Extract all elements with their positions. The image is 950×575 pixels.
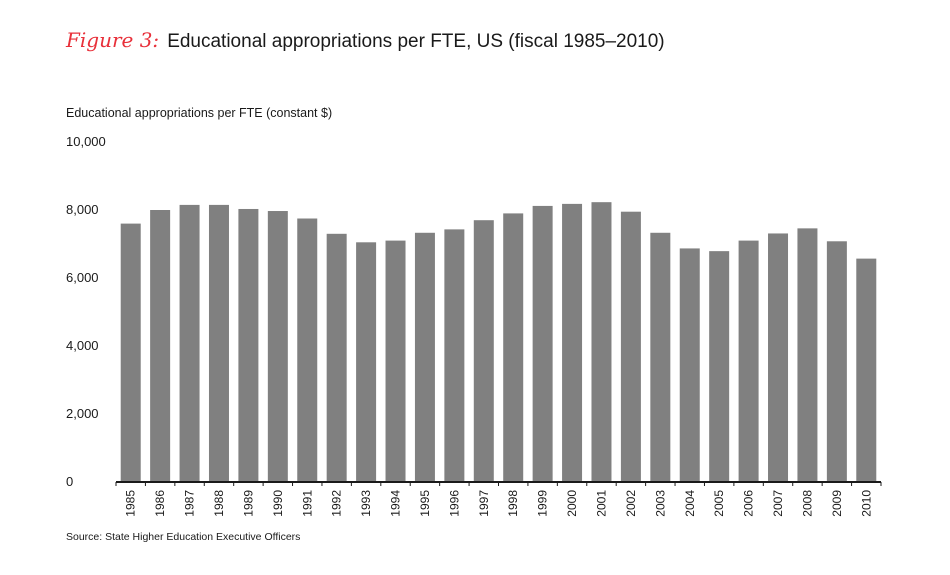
figure-heading: Figure 3: Educational appropriations per… [66,28,665,53]
x-tick-label: 2002 [624,490,638,517]
y-tick-label: 4,000 [66,338,99,353]
x-tick-label: 1997 [477,490,491,517]
x-tick-label: 1998 [506,490,520,517]
x-axis-labels: 1985 1986 1987 1988 1989 1990 1991 1992 1993 1994… [124,490,874,517]
y-axis-ticks: 0 2,000 4,000 6,000 8,000 10,000 [66,134,106,489]
bar-1998 [503,213,524,482]
x-tick-label: 1991 [300,490,314,517]
bar-1995 [414,232,435,482]
x-tick-label: 2001 [594,490,608,517]
bar-1991 [297,218,318,482]
bar-1987 [179,204,200,482]
bar-2000 [562,203,583,482]
x-tick-label: 2009 [830,490,844,517]
x-axis-tick-marks [115,482,882,486]
x-tick-label: 2003 [653,490,667,517]
x-tick-label: 1990 [271,490,285,517]
x-tick-label: 2010 [859,490,873,517]
x-tick-label: 2007 [771,490,785,517]
x-tick-label: 1989 [241,490,255,517]
x-tick-label: 1992 [330,490,344,517]
x-tick-label: 1985 [124,490,138,517]
bar-2001 [591,202,612,482]
bar-1989 [238,208,259,483]
x-tick-label: 2004 [683,490,697,517]
bar-2004 [679,248,700,482]
bar-2008 [797,228,818,482]
x-tick-label: 1987 [183,490,197,517]
x-tick-label: 1993 [359,490,373,517]
x-tick-label: 2008 [800,490,814,517]
x-tick-label: 2005 [712,490,726,517]
bar-2010 [856,258,877,482]
bars [120,202,877,483]
y-tick-label: 6,000 [66,270,99,285]
bar-1993 [356,242,377,482]
bar-1988 [208,204,229,482]
bar-2005 [709,251,730,482]
bar-1994 [385,240,406,482]
y-axis-title: Educational appropriations per FTE (cons… [66,106,333,120]
bar-2003 [650,232,671,482]
source-note: Source: State Higher Education Executive… [66,531,301,543]
bar-1992 [326,233,347,482]
x-tick-label: 1996 [447,490,461,517]
x-tick-label: 2000 [565,490,579,517]
x-tick-label: 1986 [153,490,167,517]
bar-1999 [532,205,553,483]
x-tick-label: 2006 [742,490,756,517]
bar-1997 [473,220,494,482]
y-tick-label: 10,000 [66,134,106,149]
figure-label: Figure 3: [66,28,160,52]
y-tick-label: 0 [66,474,73,489]
x-tick-label: 1995 [418,490,432,517]
x-tick-label: 1994 [389,490,403,517]
figure-title: Educational appropriations per FTE, US (… [167,31,665,52]
bar-2009 [826,241,847,482]
bar-2002 [620,211,641,482]
x-tick-label: 1988 [212,490,226,517]
bar-1985 [120,223,141,482]
bar-2007 [768,233,789,482]
y-tick-label: 2,000 [66,406,99,421]
bar-1996 [444,229,465,482]
bar-1986 [150,210,171,482]
bar-1990 [267,211,288,482]
bar-2006 [738,240,759,482]
y-tick-label: 8,000 [66,202,99,217]
x-tick-label: 1999 [536,490,550,517]
